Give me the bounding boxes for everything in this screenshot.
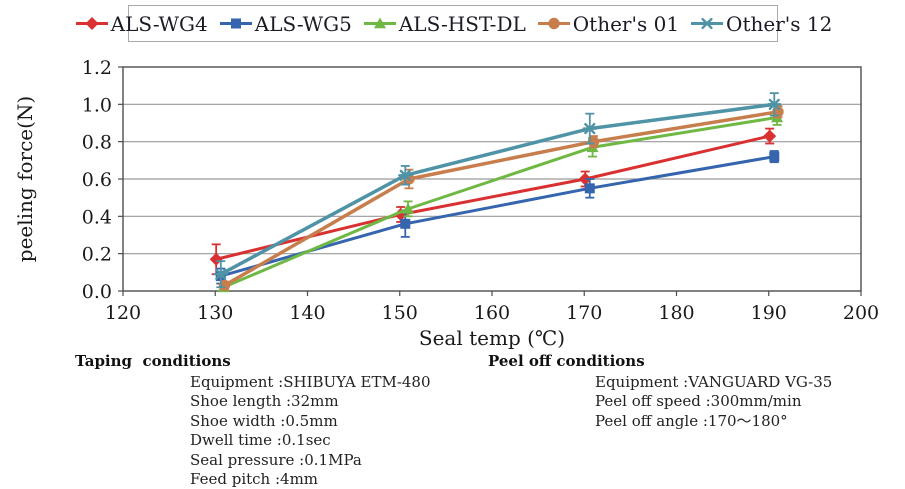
- svg-text:1.2: 1.2: [82, 57, 112, 79]
- svg-text:peeling force(N): peeling force(N): [13, 96, 37, 262]
- diamond-marker-icon: [75, 17, 108, 30]
- condition-line: Dwell time :0.1sec: [190, 431, 331, 450]
- condition-line: Feed pitch :4mm: [190, 470, 319, 489]
- svg-text:200: 200: [843, 302, 879, 324]
- legend-item-others-12: Other's 12: [689, 12, 832, 36]
- svg-text:150: 150: [382, 302, 418, 324]
- svg-text:0.2: 0.2: [82, 244, 112, 266]
- chart-legend: ALS-WG4 ALS-WG5 ALS-HST-DL Other's 01 Ot…: [75, 5, 832, 42]
- svg-text:0.4: 0.4: [82, 206, 112, 228]
- legend-label: Other's 12: [726, 11, 833, 36]
- condition-line: Seal pressure :0.1MPa: [190, 450, 362, 469]
- peel-off-conditions-list: Equipment :VANGUARD VG-35 Peel off speed …: [595, 373, 832, 431]
- triangle-marker-icon: [363, 17, 396, 29]
- svg-text:0.0: 0.0: [82, 281, 112, 303]
- condition-line: Peel off angle :170～180°: [595, 411, 788, 430]
- legend-label: ALS-WG4: [110, 11, 208, 36]
- line-chart-plot: 120 130 140 150 160 170 180 190 200 0.0 0.2 0.4 0.6 0…: [13, 57, 879, 350]
- peel-off-conditions-title: Peel off conditions: [488, 352, 645, 370]
- circle-marker-icon: [537, 17, 570, 30]
- svg-text:0.8: 0.8: [82, 132, 112, 154]
- svg-text:Seal temp (℃): Seal temp (℃): [419, 326, 565, 350]
- square-marker-icon: [219, 18, 252, 29]
- legend-label: Other's 01: [572, 11, 680, 36]
- svg-text:0.6: 0.6: [82, 169, 112, 191]
- condition-line: Equipment :VANGUARD VG-35: [595, 373, 833, 391]
- taping-conditions: Taping conditions Equipment :SHIBUYA ETM…: [75, 352, 431, 488]
- svg-text:130: 130: [197, 302, 233, 324]
- svg-text:180: 180: [658, 302, 694, 324]
- legend-label: ALS-WG5: [254, 11, 352, 36]
- legend-item-others-01: Other's 01: [536, 12, 679, 36]
- svg-text:170: 170: [566, 302, 602, 324]
- condition-line: Shoe width :0.5mm: [190, 411, 338, 430]
- legend-label: ALS-HST-DL: [398, 11, 526, 36]
- asterisk-marker-icon: [691, 17, 724, 30]
- svg-text:190: 190: [751, 302, 787, 324]
- svg-text:140: 140: [289, 302, 325, 324]
- taping-conditions-list: Equipment :SHIBUYA ETM-480 Shoe length :3…: [190, 373, 431, 489]
- condition-line: Equipment :SHIBUYA ETM-480: [190, 373, 431, 391]
- peel-off-conditions: Peel off conditions Equipment :VANGUARD …: [488, 352, 832, 430]
- svg-text:160: 160: [474, 302, 510, 324]
- condition-line: Peel off speed :300mm/min: [595, 392, 802, 411]
- taping-conditions-title: Taping conditions: [75, 352, 231, 370]
- legend-item-als-hst-dl: ALS-HST-DL: [362, 12, 526, 36]
- svg-text:120: 120: [105, 302, 141, 324]
- legend-item-als-wg5: ALS-WG5: [218, 12, 352, 36]
- legend-item-als-wg4: ALS-WG4: [74, 12, 208, 36]
- condition-line: Shoe length :32mm: [190, 392, 339, 411]
- svg-text:1.0: 1.0: [82, 94, 112, 116]
